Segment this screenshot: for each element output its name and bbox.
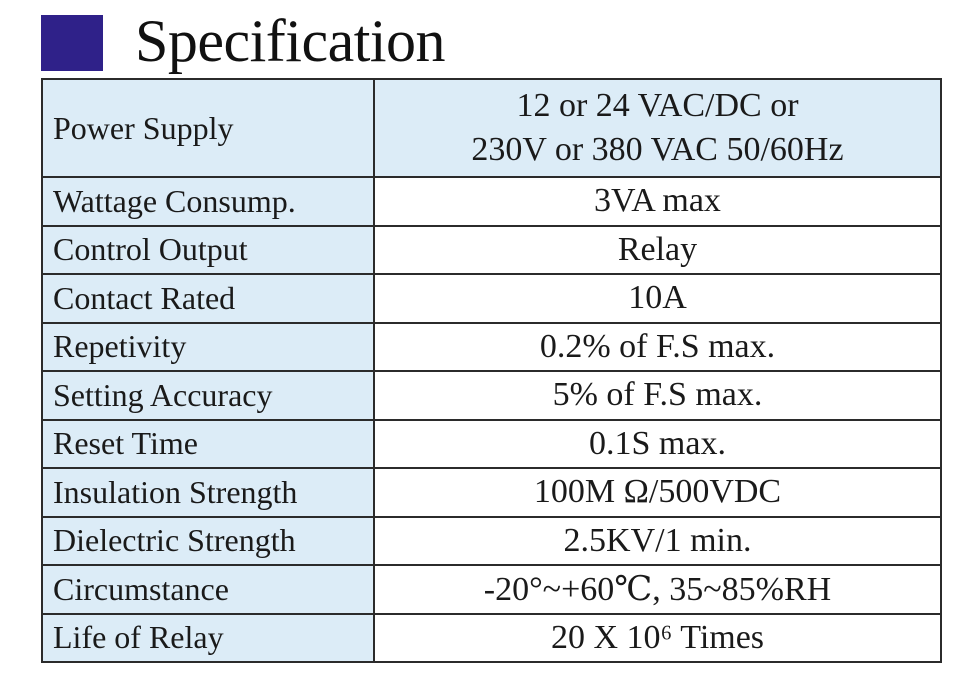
row-value: Relay <box>373 224 942 275</box>
table-row-wattage: Wattage Consump. 3VA max <box>41 176 942 227</box>
table-row-repetivity: Repetivity 0.2% of F.S max. <box>41 321 942 372</box>
row-label: Power Supply <box>41 78 375 178</box>
row-label: Control Output <box>41 224 375 275</box>
row-value: 100M Ω/500VDC <box>373 467 942 518</box>
table-row-control-output: Control Output Relay <box>41 224 942 275</box>
table-row-contact-rated: Contact Rated 10A <box>41 273 942 324</box>
table-row-reset-time: Reset Time 0.1S max. <box>41 418 942 469</box>
row-value: 3VA max <box>373 176 942 227</box>
row-label: Setting Accuracy <box>41 370 375 421</box>
row-value: 0.1S max. <box>373 418 942 469</box>
value-line: 230V or 380 VAC 50/60Hz <box>471 131 844 168</box>
section-header: Specification <box>41 6 446 76</box>
row-value: 2.5KV/1 min. <box>373 515 942 566</box>
table-row-setting-accuracy: Setting Accuracy 5% of F.S max. <box>41 370 942 421</box>
row-label: Reset Time <box>41 418 375 469</box>
page-title: Specification <box>135 8 446 74</box>
row-label: Dielectric Strength <box>41 515 375 566</box>
row-label: Contact Rated <box>41 273 375 324</box>
row-value: 20 X 10⁶ Times <box>373 612 942 663</box>
table-row-insulation-strength: Insulation Strength 100M Ω/500VDC <box>41 467 942 518</box>
row-value: 10A <box>373 273 942 324</box>
specification-table: Power Supply 12 or 24 VAC/DC or 230V or … <box>41 78 942 663</box>
table-row-power-supply: Power Supply 12 or 24 VAC/DC or 230V or … <box>41 78 942 178</box>
section-marker-square <box>41 15 103 71</box>
row-value: 12 or 24 VAC/DC or 230V or 380 VAC 50/60… <box>373 78 942 178</box>
row-value: 5% of F.S max. <box>373 370 942 421</box>
table-row-dielectric-strength: Dielectric Strength 2.5KV/1 min. <box>41 515 942 566</box>
row-value: -20°~+60℃, 35~85%RH <box>373 564 942 615</box>
value-line: 12 or 24 VAC/DC or <box>516 87 799 124</box>
row-label: Repetivity <box>41 321 375 372</box>
row-value: 0.2% of F.S max. <box>373 321 942 372</box>
row-label: Circumstance <box>41 564 375 615</box>
table-row-life-of-relay: Life of Relay 20 X 10⁶ Times <box>41 612 942 663</box>
row-label: Life of Relay <box>41 612 375 663</box>
row-label: Insulation Strength <box>41 467 375 518</box>
row-label: Wattage Consump. <box>41 176 375 227</box>
table-row-circumstance: Circumstance -20°~+60℃, 35~85%RH <box>41 564 942 615</box>
